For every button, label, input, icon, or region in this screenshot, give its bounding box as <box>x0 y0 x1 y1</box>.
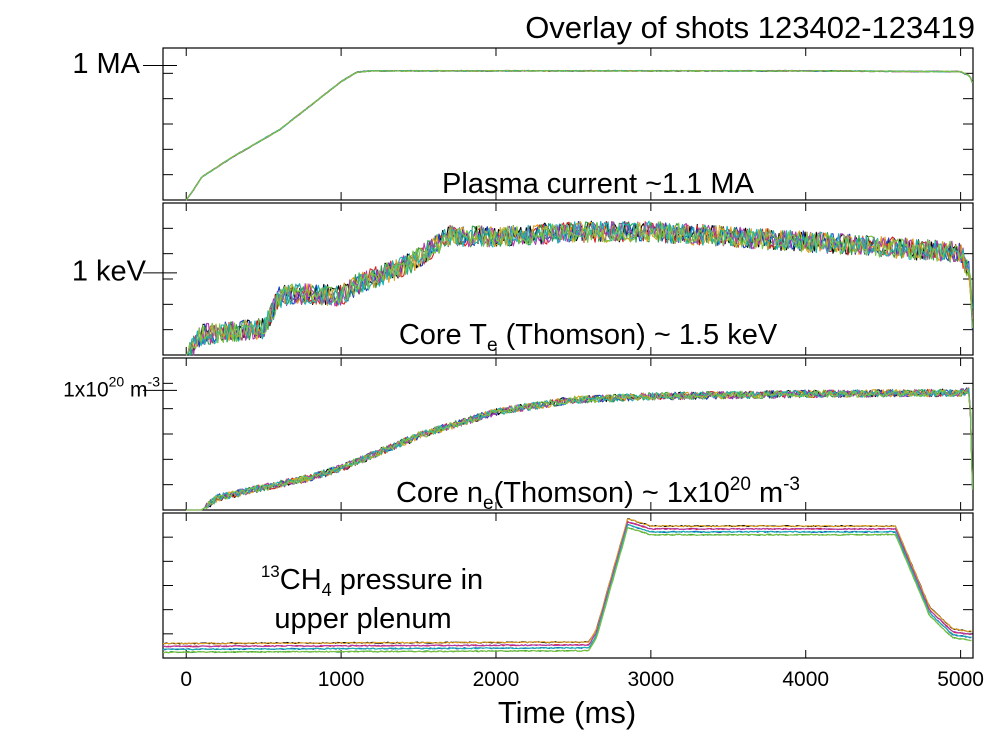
trace-line <box>162 524 972 651</box>
panel-plasma-current: 1 MA Plasma current ~1.1 MA <box>72 47 974 201</box>
panel-label-ch4-pressure-line2: upper plenum <box>274 603 451 635</box>
trace-line <box>186 389 973 511</box>
trace-line <box>185 220 973 356</box>
trace-line <box>162 527 972 654</box>
y-tick-label-core-te: 1 keV <box>72 255 147 287</box>
trace-line <box>162 518 972 645</box>
trace-line <box>186 388 973 511</box>
panel-ch4-pressure: 13CH4 pressure in upper plenum <box>162 512 974 659</box>
x-tick-label: 1000 <box>318 668 365 691</box>
y-tick-label-plasma-current: 1 MA <box>72 48 140 80</box>
panel-label-core-ne: Core ne(Thomson) ~ 1x1020 m-3 <box>396 474 800 514</box>
x-tick-label: 5000 <box>937 668 984 691</box>
trace-line <box>162 521 972 648</box>
x-axis-label: Time (ms) <box>498 695 636 730</box>
y-tick-label-core-ne: 1x1020 m-3 <box>63 373 160 401</box>
trace-line <box>185 221 973 356</box>
x-tick-label: 4000 <box>782 668 829 691</box>
panel-label-core-te: Core Te (Thomson) ~ 1.5 keV <box>399 319 778 356</box>
panel-core-ne: 1x1020 m-3 Core ne(Thomson) ~ 1x1020 m-3 <box>63 357 974 514</box>
panel-label-ch4-pressure-line1: 13CH4 pressure in <box>261 562 483 600</box>
panel-core-te: 1 keV Core Te (Thomson) ~ 1.5 keV <box>72 202 974 356</box>
x-tick-label: 2000 <box>473 668 520 691</box>
trace-line <box>185 69 973 201</box>
x-axis: 0 1000 2000 3000 4000 5000 <box>180 668 984 691</box>
panel-label-plasma-current: Plasma current ~1.1 MA <box>442 168 755 200</box>
figure-title: Overlay of shots 123402-123419 <box>525 10 975 45</box>
x-tick-label: 0 <box>180 668 192 691</box>
x-tick-label: 3000 <box>627 668 674 691</box>
